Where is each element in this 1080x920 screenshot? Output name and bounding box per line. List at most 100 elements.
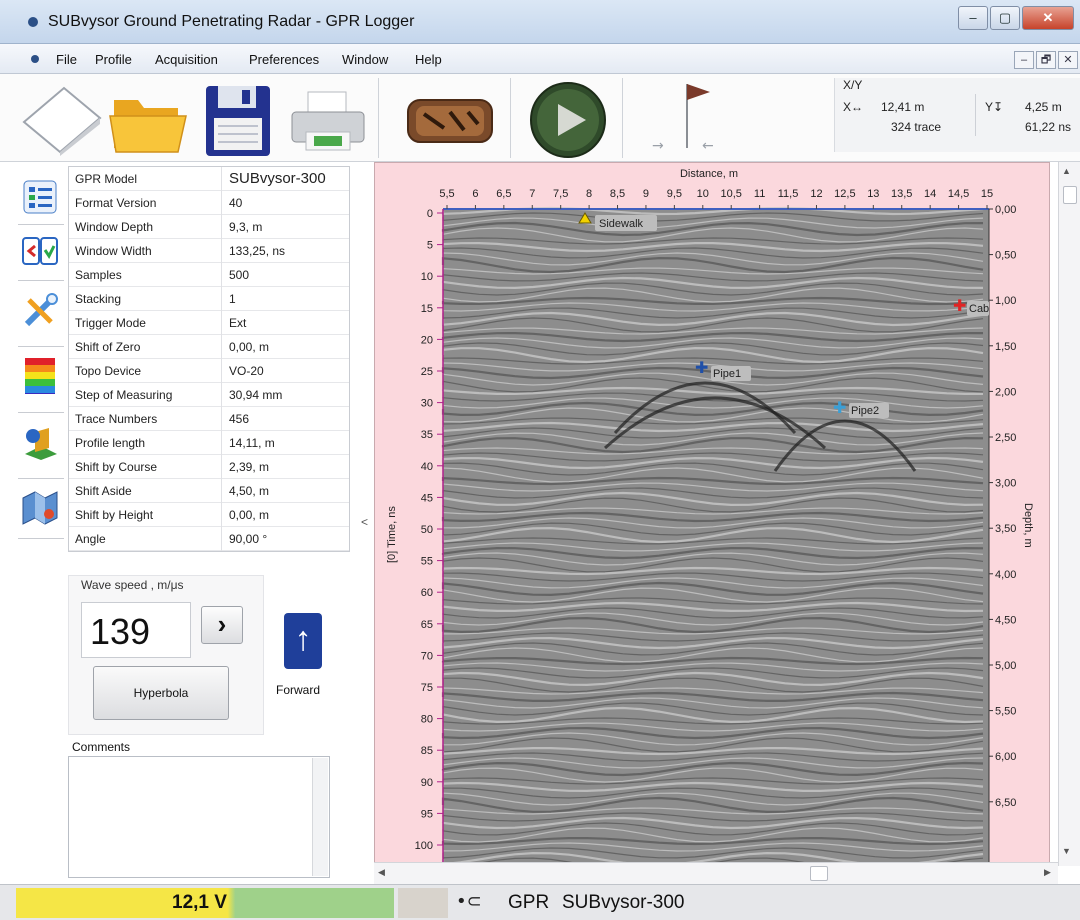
table-row[interactable]: Shift Aside 4,50, m — [69, 479, 349, 503]
reflection-band — [442, 452, 984, 462]
reflection-band — [442, 337, 984, 349]
reflection-band — [442, 362, 984, 372]
marker-pipe1-icon[interactable]: ✚ — [695, 358, 708, 377]
menu-window[interactable]: Window — [342, 52, 389, 67]
reflection-band — [441, 241, 984, 253]
table-row[interactable]: Samples 500 — [69, 263, 349, 287]
menu-file[interactable]: File — [56, 52, 77, 67]
tools-wrench-icon[interactable] — [21, 292, 59, 330]
reflection-band — [442, 587, 984, 603]
next-button[interactable]: › — [201, 606, 243, 644]
flag-marker-icon[interactable]: → ← — [640, 78, 730, 158]
param-value: VO-20 — [229, 364, 264, 378]
reflection-band — [442, 247, 984, 259]
time-tick-label: 20 — [421, 334, 433, 346]
new-document-icon[interactable] — [20, 84, 102, 156]
menu-help[interactable]: Help — [415, 52, 442, 67]
table-row[interactable]: Shift by Course 2,39, m — [69, 455, 349, 479]
hyperbola-button[interactable]: Hyperbola — [93, 666, 229, 720]
radargram-image[interactable] — [443, 209, 989, 865]
save-disk-icon[interactable] — [202, 82, 274, 160]
marker-sidewalk-label: Sidewalk — [599, 218, 644, 230]
comments-textarea[interactable] — [68, 756, 330, 878]
printer-icon[interactable] — [286, 88, 370, 154]
time-tick-label: 30 — [421, 398, 433, 410]
map-icon[interactable] — [21, 488, 59, 526]
depth-axis-title: Depth, m — [1022, 503, 1034, 548]
menu-acquisition[interactable]: Acquisition — [155, 52, 218, 67]
reflection-band — [441, 671, 984, 687]
mdi-restore-button[interactable]: 🗗 — [1036, 51, 1056, 69]
table-row[interactable]: Step of Measuring 30,94 mm — [69, 383, 349, 407]
reflection-band — [441, 691, 984, 702]
table-row[interactable]: Angle 90,00 ° — [69, 527, 349, 551]
reflection-band — [442, 732, 984, 746]
table-row[interactable]: Profile length 14,11, m — [69, 431, 349, 455]
reflection-band — [442, 497, 984, 513]
minimize-button[interactable]: – — [958, 6, 988, 30]
reflection-band — [442, 777, 984, 785]
3d-view-icon[interactable] — [21, 424, 59, 462]
compare-icon[interactable] — [21, 232, 59, 270]
comments-scrollbar[interactable] — [312, 758, 328, 876]
scroll-down-icon[interactable]: ▼ — [1062, 846, 1071, 856]
horizontal-scrollbar[interactable]: ◀ ▶ — [374, 862, 1058, 884]
vertical-scrollbar[interactable]: ▲ ▼ — [1058, 162, 1080, 866]
table-row[interactable]: Format Version 40 — [69, 191, 349, 215]
open-folder-icon[interactable] — [108, 86, 192, 158]
properties-list-icon[interactable] — [21, 178, 59, 216]
scroll-up-icon[interactable]: ▲ — [1062, 166, 1071, 176]
gpr-device-icon[interactable] — [404, 94, 496, 150]
reflection-band — [441, 616, 984, 634]
marker-label-bg — [849, 403, 889, 418]
wave-speed-input[interactable]: 139 — [81, 602, 191, 658]
scroll-thumb[interactable] — [810, 866, 828, 881]
param-value: 500 — [229, 268, 250, 282]
color-palette-icon[interactable] — [21, 356, 59, 394]
play-icon[interactable] — [528, 80, 608, 160]
coordinates-readout: X/Y X↔ 12,41 m 324 trace Y↧ 4,25 m 61,22… — [834, 78, 1080, 152]
param-label: Trigger Mode — [75, 316, 146, 330]
status-bar: 12,1 V •⊂ GPR SUBvysor-300 — [0, 884, 1080, 920]
menu-preferences[interactable]: Preferences — [249, 52, 320, 67]
reflection-band — [442, 407, 984, 423]
table-row[interactable]: Shift of Zero 0,00, m — [69, 335, 349, 359]
y-time: 61,22 ns — [1025, 120, 1072, 134]
collapse-panel-handle[interactable]: < — [361, 515, 369, 529]
reflection-band — [442, 557, 984, 573]
table-row[interactable]: Trigger Mode Ext — [69, 311, 349, 335]
y-axis-glyph: Y↧ — [985, 100, 1004, 114]
scroll-left-icon[interactable]: ◀ — [378, 867, 385, 877]
scroll-thumb[interactable] — [1063, 186, 1077, 204]
table-row[interactable]: GPR Model SUBvysor-300 — [69, 167, 349, 191]
mdi-minimize-button[interactable]: – — [1014, 51, 1034, 69]
table-row[interactable]: Trace Numbers 456 — [69, 407, 349, 431]
reflection-band — [442, 842, 984, 852]
battery-voltage-bar — [16, 888, 394, 918]
table-row[interactable]: Stacking 1 — [69, 287, 349, 311]
scroll-right-icon[interactable]: ▶ — [1044, 867, 1051, 877]
table-row[interactable]: Topo Device VO-20 — [69, 359, 349, 383]
time-tick-label: 40 — [421, 461, 433, 473]
reflection-band — [441, 511, 984, 523]
param-value: Ext — [229, 316, 247, 330]
reflection-band — [441, 386, 983, 395]
reflection-band — [442, 417, 984, 425]
forward-arrow-icon[interactable]: ↑ — [284, 613, 322, 669]
table-row[interactable]: Window Width 133,25, ns — [69, 239, 349, 263]
table-row[interactable]: Shift by Height 0,00, m — [69, 503, 349, 527]
table-row[interactable]: Window Depth 9,3, m — [69, 215, 349, 239]
marker-sidewalk-icon[interactable] — [578, 212, 592, 224]
marker-pipe2-icon[interactable]: ✚ — [833, 398, 846, 417]
reflection-band — [442, 327, 984, 335]
marker-cable-icon[interactable]: ✚ — [953, 296, 966, 315]
reflection-band — [442, 612, 984, 626]
depth-tick-label: 1,00 — [995, 295, 1016, 307]
reflection-band — [441, 366, 984, 380]
mdi-close-button[interactable]: ✕ — [1058, 51, 1078, 69]
close-button[interactable]: ✕ — [1022, 6, 1074, 30]
wave-speed-label: Wave speed , m/μs — [81, 578, 184, 592]
param-label: Shift by Height — [75, 508, 154, 522]
maximize-button[interactable]: ▢ — [990, 6, 1020, 30]
menu-profile[interactable]: Profile — [95, 52, 132, 67]
